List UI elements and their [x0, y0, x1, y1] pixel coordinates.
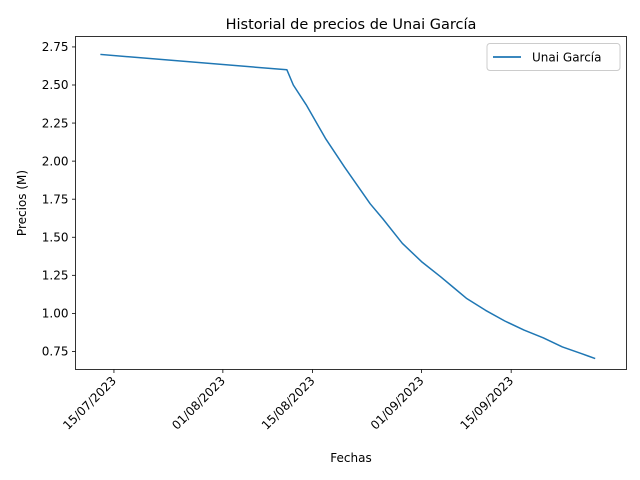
legend: Unai García: [486, 43, 621, 71]
y-tick-label: 1.50: [42, 230, 69, 244]
y-tick-label: 1.75: [42, 192, 69, 206]
chart-title: Historial de precios de Unai García: [226, 17, 477, 33]
y-tick-label: 0.75: [42, 345, 69, 359]
y-tick-label: 2.75: [42, 40, 69, 54]
y-axis-label: Precios (M): [15, 170, 29, 236]
x-axis-label: Fechas: [330, 451, 371, 465]
y-tick-label: 2.50: [42, 78, 69, 92]
y-axis: 0.75 1.00 1.25 1.50 1.75 2.00 2.25 2.50 2.75: [42, 40, 76, 359]
y-tick-label: 2.00: [42, 154, 69, 168]
series-line-unai-garcia: [100, 53, 596, 360]
y-tick-label: 1.25: [42, 269, 69, 283]
plot-area: [75, 36, 627, 370]
legend-entry-label: Unai García: [532, 51, 602, 65]
series-layer: [100, 53, 596, 360]
legend-box: [486, 43, 621, 71]
y-tick-label: 1.00: [42, 307, 69, 321]
y-tick-label: 2.25: [42, 116, 69, 130]
